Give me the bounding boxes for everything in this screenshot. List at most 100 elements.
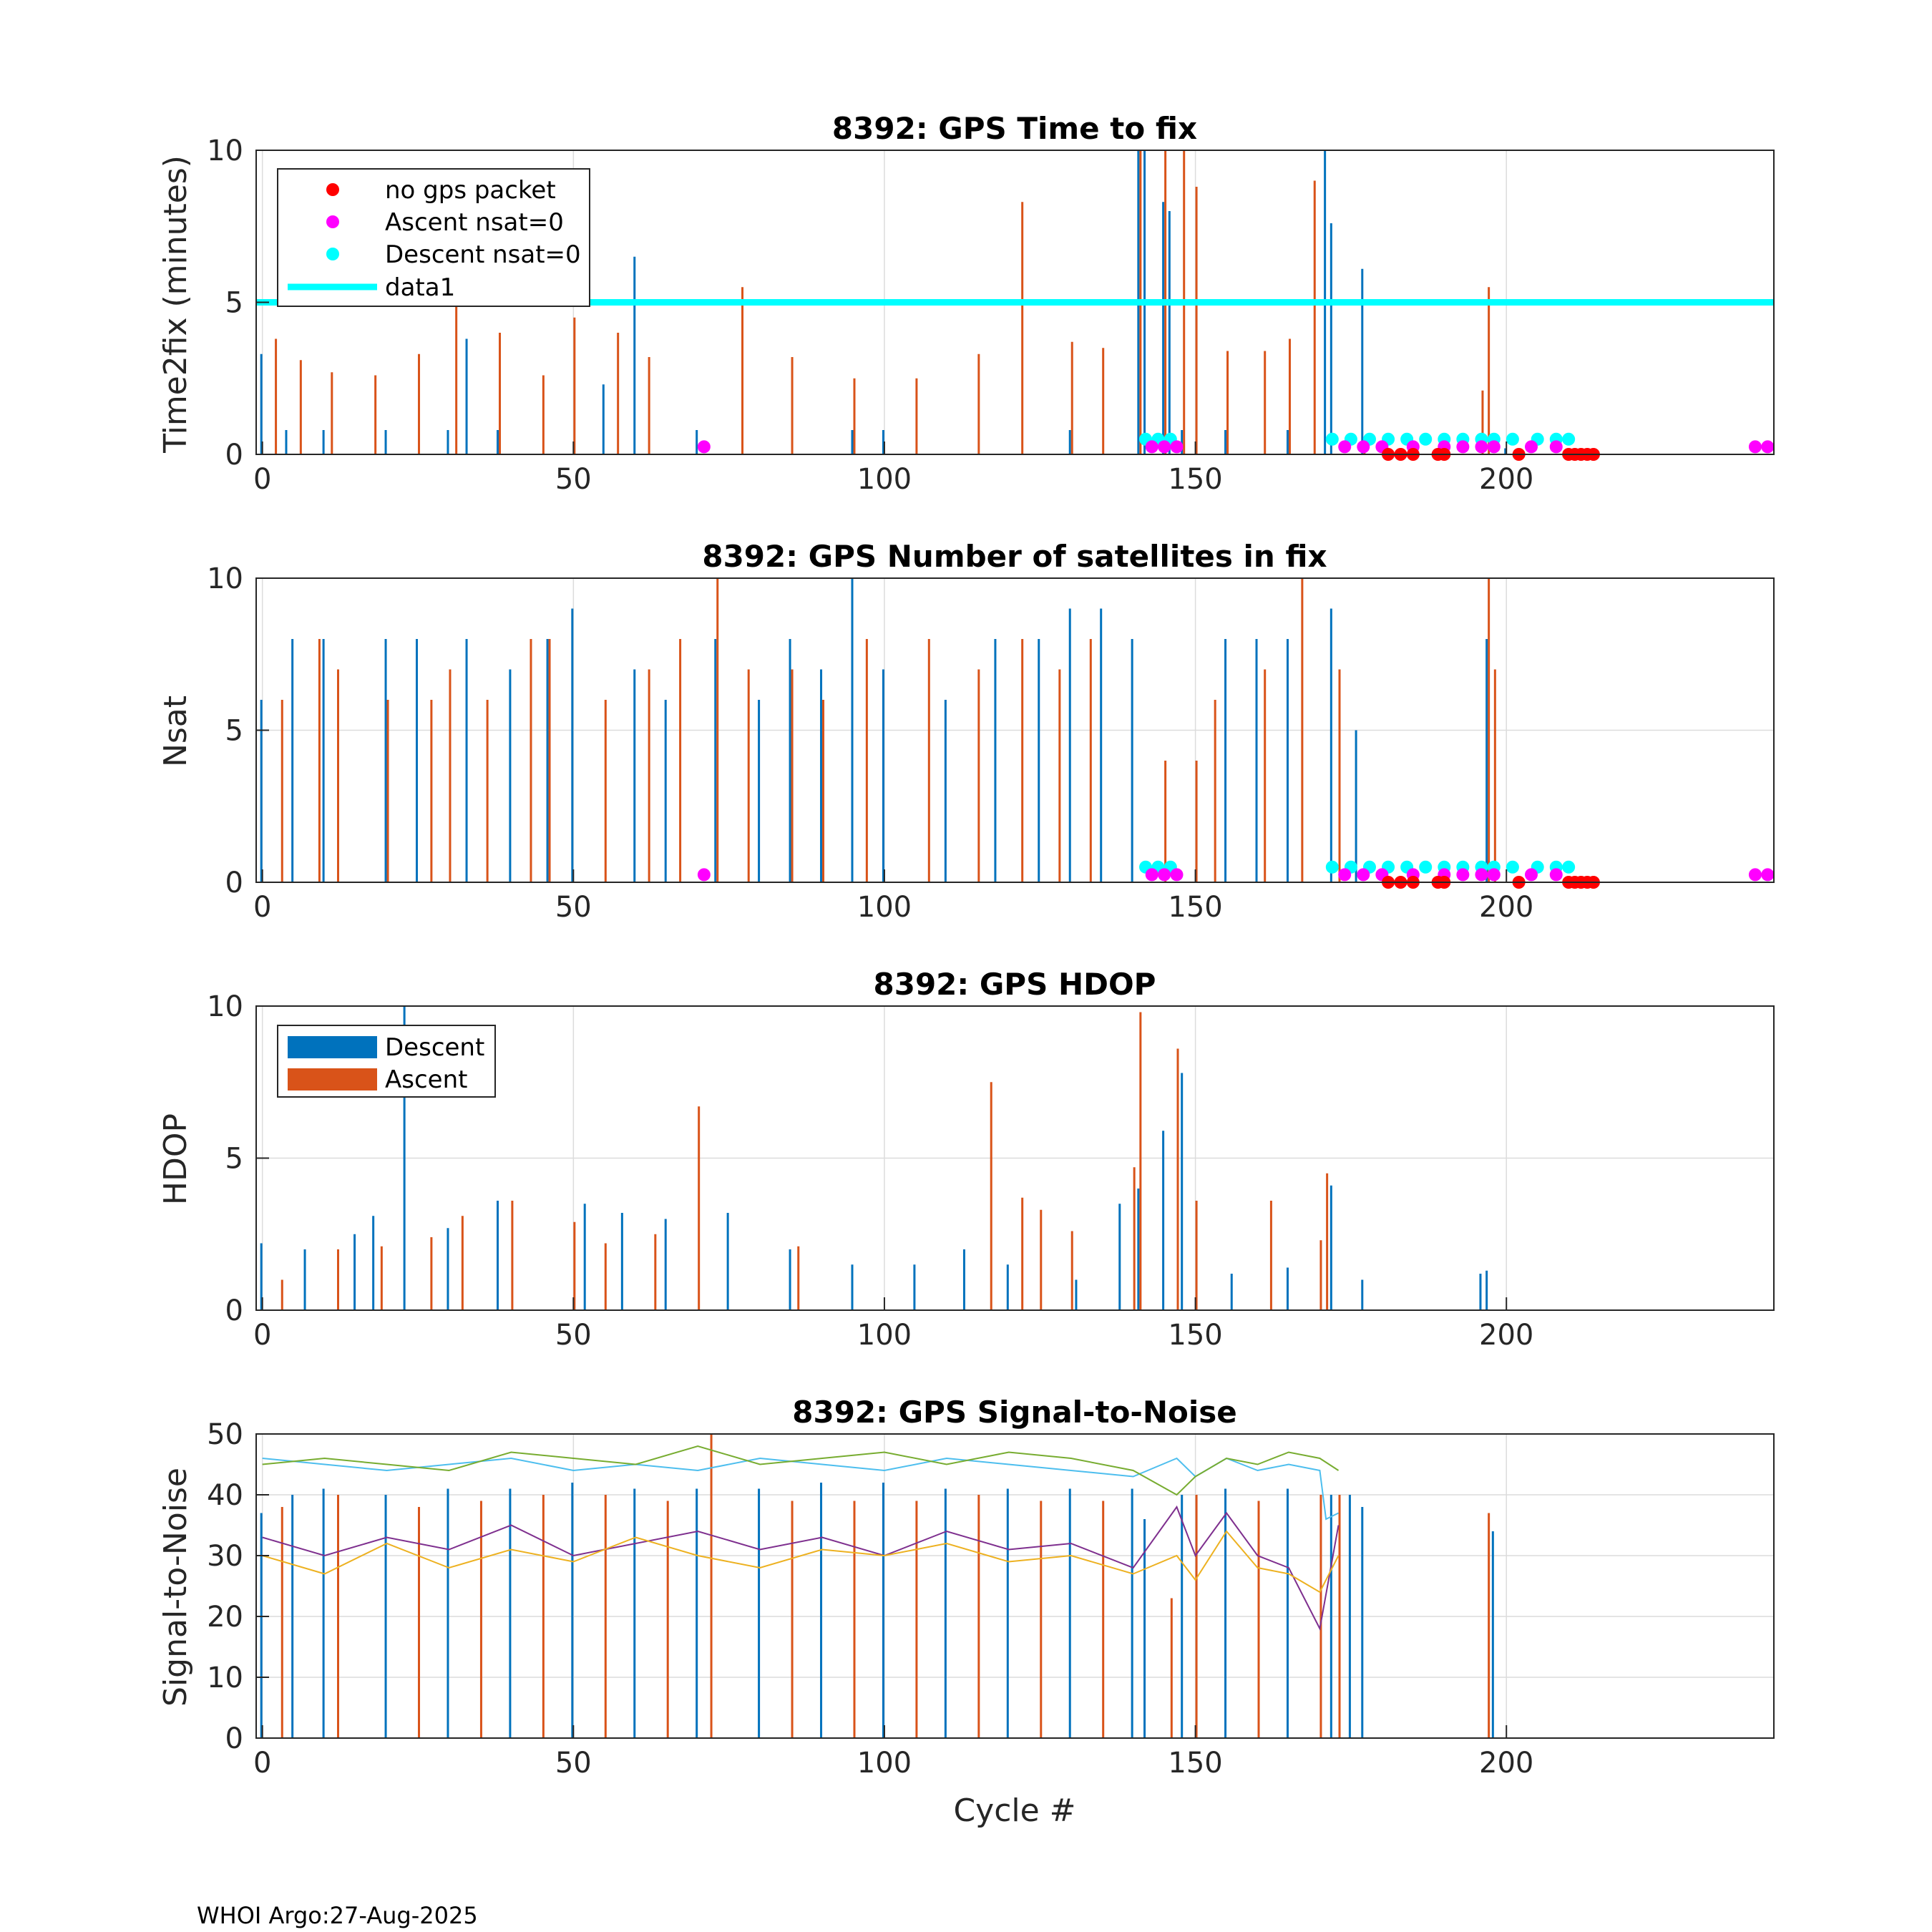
ttf-marker-ascent-nsat0: [1475, 440, 1488, 454]
nsat-bar-descent: [714, 639, 717, 882]
ttf-bar-ascent: [1021, 202, 1024, 454]
snr-bar-descent: [1361, 1507, 1364, 1738]
ttf-bar-ascent: [275, 338, 278, 454]
snr-bar-ascent: [479, 1501, 482, 1738]
nsat-bar-ascent: [791, 669, 794, 882]
hdop-bar-ascent: [1319, 1240, 1322, 1310]
nsat-marker-ascent-nsat0: [1158, 868, 1171, 882]
ttf-xtick-label: 150: [1168, 463, 1222, 496]
snr-bar-ascent: [853, 1501, 856, 1738]
hdop-bar-descent: [1006, 1264, 1009, 1310]
snr-bar-descent: [447, 1488, 449, 1738]
nsat-bar-descent: [633, 669, 636, 882]
nsat-bar-ascent: [1338, 669, 1341, 882]
ttf-marker-descent-nsat0: [1325, 432, 1339, 446]
snr-bar-descent: [1224, 1488, 1227, 1738]
nsat-xtick-label: 200: [1479, 891, 1533, 924]
hdop-bar-descent: [1118, 1204, 1121, 1310]
snr-bar-descent: [260, 1513, 263, 1738]
nsat-marker-ascent-nsat0: [1475, 868, 1488, 882]
ttf-bar-descent: [1224, 430, 1227, 454]
snr-bar-descent: [1181, 1495, 1184, 1738]
nsat-marker-ascent-nsat0: [1456, 868, 1470, 882]
legend-descent-nsat0-marker: [326, 248, 339, 260]
nsat-bar-ascent: [280, 700, 283, 882]
nsat-xtick-label: 150: [1168, 891, 1222, 924]
ttf-ytick-label: 10: [207, 135, 243, 167]
nsat-bar-descent: [1100, 608, 1103, 882]
ttf-marker-descent-nsat0: [1506, 432, 1519, 446]
hdop-bar-ascent: [380, 1246, 383, 1310]
ttf-xtick-label: 0: [253, 463, 271, 496]
nsat-bar-ascent: [747, 669, 750, 882]
ttf-bar-ascent: [1195, 187, 1198, 454]
nsat-bar-ascent: [716, 578, 719, 882]
ttf-ytick-label: 5: [225, 287, 243, 320]
nsat-bar-descent: [1224, 639, 1227, 882]
nsat-bar-descent: [260, 700, 263, 882]
nsat-bar-descent: [994, 639, 997, 882]
nsat-bar-ascent: [679, 639, 682, 882]
nsat-bars: [260, 578, 1496, 882]
ttf-bar-ascent: [741, 287, 744, 454]
legend-no-gps-label: no gps packet: [385, 176, 556, 205]
hdop-bar-ascent: [1139, 1012, 1142, 1310]
snr-bar-ascent: [337, 1495, 340, 1738]
nsat-marker-ascent-nsat0: [1761, 868, 1775, 882]
nsat-bar-descent: [1355, 730, 1357, 882]
nsat-bar-ascent: [822, 700, 825, 882]
hdop-bar-ascent: [1040, 1209, 1043, 1310]
snr-bar-descent: [1068, 1488, 1071, 1738]
hdop-bar-descent: [403, 1006, 406, 1310]
ttf-bar-ascent: [915, 378, 918, 454]
snr-xtick-label: 0: [253, 1747, 271, 1780]
ttf-marker-ascent-nsat0: [1158, 440, 1171, 454]
snr-bar-descent: [758, 1488, 761, 1738]
snr-bar-descent: [384, 1495, 387, 1738]
ttf-bar-ascent: [1102, 348, 1105, 454]
nsat-bar-ascent: [604, 700, 607, 882]
snr-line-snr2: [262, 1445, 1340, 1496]
nsat-bar-ascent: [530, 639, 532, 882]
ttf-bar-descent: [1504, 448, 1507, 454]
nsat-bar-ascent: [1488, 578, 1491, 882]
snr-bar-ascent: [1488, 1513, 1491, 1738]
nsat-bar-descent: [851, 578, 854, 882]
nsat-bar-ascent: [1058, 669, 1061, 882]
snr-bar-ascent: [418, 1507, 421, 1738]
hdop-bar-ascent: [1176, 1048, 1179, 1310]
snr-xlabel: Cycle #: [953, 1792, 1075, 1829]
hdop-xtick-label: 50: [555, 1319, 592, 1352]
nsat-bar-ascent: [386, 700, 389, 882]
hdop-bar-descent: [1485, 1270, 1488, 1310]
nsat-bar-ascent: [977, 669, 980, 882]
hdop-ylabel: HDOP: [157, 1113, 194, 1205]
ttf-bar-descent: [1168, 211, 1171, 454]
hdop-bar-ascent: [573, 1221, 576, 1310]
snr-bar-ascent: [791, 1501, 794, 1738]
hdop-bar-descent: [1137, 1189, 1140, 1310]
ttf-bar-ascent: [1226, 351, 1229, 454]
ttf-bar-ascent: [1488, 287, 1491, 454]
snr-ytick-label: 50: [207, 1418, 243, 1451]
ttf-bar-descent: [1068, 430, 1071, 454]
ttf-bar-ascent: [791, 357, 794, 454]
nsat-bar-ascent: [865, 639, 868, 882]
nsat-bar-ascent: [1195, 761, 1198, 882]
snr-bar-ascent: [1319, 1495, 1322, 1738]
nsat-marker-ascent-nsat0: [1357, 868, 1370, 882]
hdop-bar-ascent: [1070, 1231, 1073, 1310]
hdop-bar-descent: [726, 1213, 729, 1310]
nsat-ylabel: Nsat: [157, 696, 194, 767]
snr-line-snr1: [262, 1457, 1339, 1521]
hdop-bar-ascent: [1021, 1197, 1024, 1310]
ttf-marker-ascent-nsat0: [1145, 440, 1158, 454]
nsat-marker-ascent-nsat0: [697, 868, 711, 882]
nsat-bar-ascent: [318, 639, 321, 882]
nsat-bar-ascent: [337, 669, 340, 882]
hdop-bar-ascent: [280, 1279, 283, 1310]
snr-bar-ascent: [1257, 1501, 1260, 1738]
nsat-marker-ascent-nsat0: [1524, 868, 1538, 882]
nsat-marker-ascent-nsat0: [1748, 868, 1762, 882]
ttf-bar-descent: [882, 430, 884, 454]
